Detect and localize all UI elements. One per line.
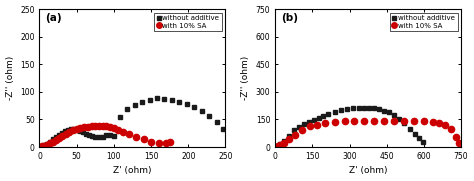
Text: (b): (b) — [281, 13, 298, 23]
Legend: without additive, with 10% SA: without additive, with 10% SA — [154, 12, 222, 31]
Y-axis label: -Z'' (ohm): -Z'' (ohm) — [6, 56, 15, 100]
X-axis label: Z' (ohm): Z' (ohm) — [113, 167, 152, 175]
X-axis label: Z' (ohm): Z' (ohm) — [349, 167, 387, 175]
Text: (a): (a) — [45, 13, 62, 23]
Legend: without additive, with 10% SA: without additive, with 10% SA — [390, 12, 458, 31]
Y-axis label: -Z'' (ohm): -Z'' (ohm) — [241, 56, 250, 100]
